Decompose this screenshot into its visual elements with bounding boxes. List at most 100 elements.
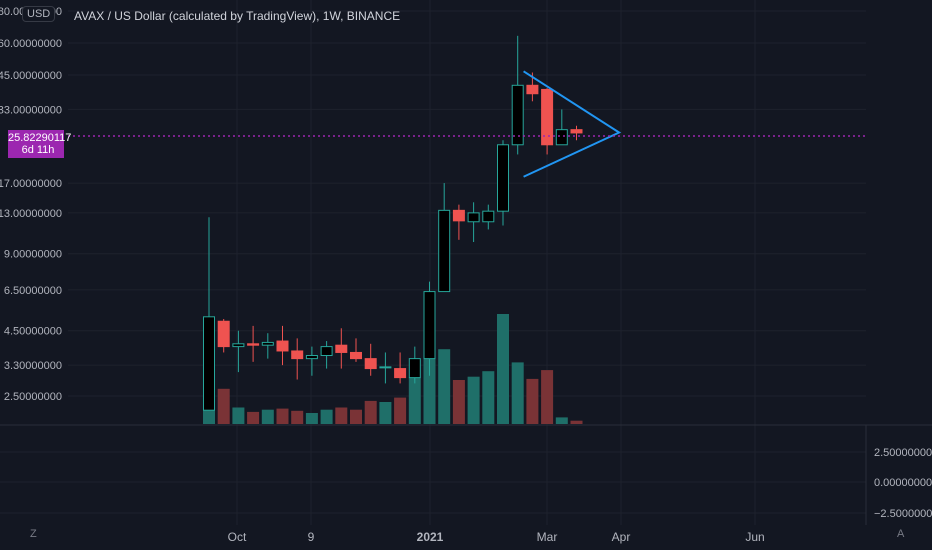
price-tick-label: 9.00000000 [4,249,62,261]
candle[interactable] [350,338,362,362]
candle[interactable] [247,325,260,362]
volume-bar [379,402,392,424]
candle[interactable] [203,217,215,411]
grid-lines [0,0,866,525]
candle[interactable] [364,343,377,376]
price-tick-label: 13.00000000 [0,208,62,220]
time-axis[interactable]: Oct 9 2021 Mar Apr Jun [228,530,765,544]
candle[interactable] [379,352,392,384]
price-tick-label: 6.50000000 [4,285,62,297]
candle[interactable] [408,346,421,384]
candle-body [232,343,245,348]
bar-countdown-label: 6d 11h [21,144,55,156]
candle-body [320,346,333,356]
volume-bar [408,377,421,424]
candle-body [497,144,509,212]
candle[interactable] [511,35,524,155]
candle-body [247,343,260,346]
candle-body [555,129,568,146]
candle-body [526,84,539,95]
price-tick-label: 4.50000000 [4,326,62,338]
volume-bar [305,413,318,424]
candle-body [541,88,554,146]
volume-bar [276,408,289,424]
oscillator-tick-label: −2.50000000 [874,508,932,520]
candle-body [482,210,495,223]
volume-bar [570,420,583,424]
candle-body [452,209,465,222]
candle[interactable] [305,346,318,376]
zoom-reset-button[interactable]: Z [30,528,37,540]
candle[interactable] [423,281,436,376]
volume-bar [291,410,304,424]
volume-bar [247,411,260,424]
volume-bar [320,409,333,424]
candle[interactable] [541,88,554,155]
triangle-drawing[interactable] [523,70,622,178]
candle-body [364,358,377,370]
candles[interactable] [203,35,583,411]
time-tick-label: Apr [612,530,631,544]
volume-bar [217,388,230,424]
price-tick-label: 60.00000000 [0,38,62,50]
candle[interactable] [394,352,407,384]
triangle-line[interactable] [523,70,622,178]
price-tick-label: 17.00000000 [0,178,62,190]
price-tick-label: 33.00000000 [0,104,62,116]
candle-body [305,354,318,360]
volume-bar [335,407,348,424]
candle[interactable] [467,202,480,243]
candle[interactable] [261,333,274,359]
price-axis[interactable]: 80.0000000060.0000000045.0000000033.0000… [0,6,62,403]
candle-body [217,320,230,348]
current-price-badge: 25.82290117 6d 11h [8,130,71,158]
candle[interactable] [438,183,451,293]
volume-bar [555,417,568,424]
current-price-label: 25.82290117 [8,132,72,144]
volume-bar [261,409,274,424]
currency-button[interactable]: USD [22,6,56,22]
volume-bar [350,409,362,424]
oscillator-tick-label: 0.00000000 [874,477,932,489]
candle-body [467,212,480,223]
candle-body [276,340,289,352]
candle[interactable] [217,319,230,353]
candle-body [423,291,436,360]
candle-body [379,366,392,369]
candle[interactable] [291,338,304,380]
candle-body [408,358,421,379]
volume-bar [482,371,495,424]
candle[interactable] [482,204,495,230]
candle[interactable] [452,204,465,240]
candle-body [291,350,304,360]
candle[interactable] [335,328,348,369]
candle[interactable] [276,325,289,366]
oscillator-axis[interactable]: 2.50000000 0.00000000 −2.50000000 [874,447,932,520]
time-tick-label: Jun [745,530,764,544]
volume-bar [497,314,509,424]
candle[interactable] [232,330,245,373]
volume-bar [423,347,436,424]
volume-bar [232,407,245,424]
price-tick-label: 2.50000000 [4,391,62,403]
time-tick-label: 9 [308,530,315,544]
candle-body [570,129,583,134]
volume-bar [452,380,465,424]
candle[interactable] [555,109,568,146]
volume-bar [364,400,377,424]
auto-scale-button[interactable]: A [897,528,905,540]
candle-body [511,84,524,146]
candle-body [335,344,348,353]
candle[interactable] [497,140,509,226]
price-tick-label: 3.30000000 [4,360,62,372]
candle[interactable] [570,125,583,141]
candle-body [438,209,451,293]
time-tick-label: 2021 [417,530,444,544]
time-tick-label: Mar [537,530,558,544]
candle[interactable] [320,341,333,369]
volume-bar [467,376,480,424]
candle-body [350,351,362,360]
volume-bar [511,362,524,424]
volume-bar [541,370,554,424]
